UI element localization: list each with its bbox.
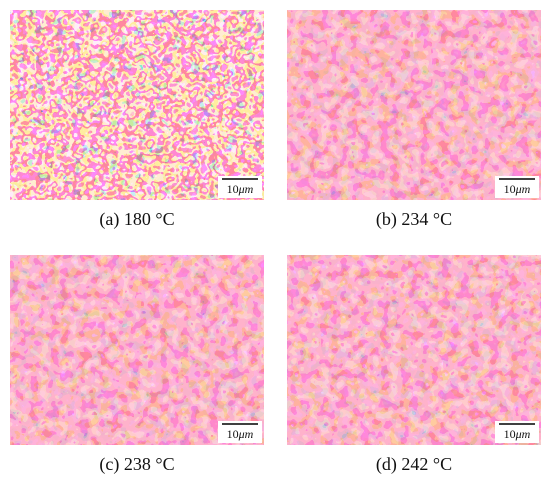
scale-unit: μm [515,427,531,441]
caption: (c) 238 °C [99,454,174,475]
micrograph [10,255,264,445]
scale-bar-label: 10μm [227,427,254,441]
micrograph [287,255,541,445]
scale-bar-box [218,421,262,443]
scale-number: 10 [227,182,239,196]
scale-bar-box [495,176,539,198]
scale-unit: μm [238,427,254,441]
caption: (b) 234 °C [376,209,452,230]
scale-number: 10 [504,427,516,441]
scale-bar-label: 10μm [504,182,531,196]
scale-unit: μm [238,182,254,196]
panel: 10μm (c) 238 °C [10,255,264,475]
scale-number: 10 [227,427,239,441]
scale-bar-label: 10μm [227,182,254,196]
caption: (a) 180 °C [99,209,174,230]
micrograph [287,10,541,200]
panel: 10μm (b) 234 °C [287,10,541,230]
scale-number: 10 [504,182,516,196]
scale-bar-label: 10μm [504,427,531,441]
scale-bar-box [218,176,262,198]
micrograph [10,10,264,200]
panel: 10μm (a) 180 °C [10,10,264,230]
scale-bar-box [495,421,539,443]
caption: (d) 242 °C [376,454,452,475]
panel: 10μm (d) 242 °C [287,255,541,475]
scale-unit: μm [515,182,531,196]
